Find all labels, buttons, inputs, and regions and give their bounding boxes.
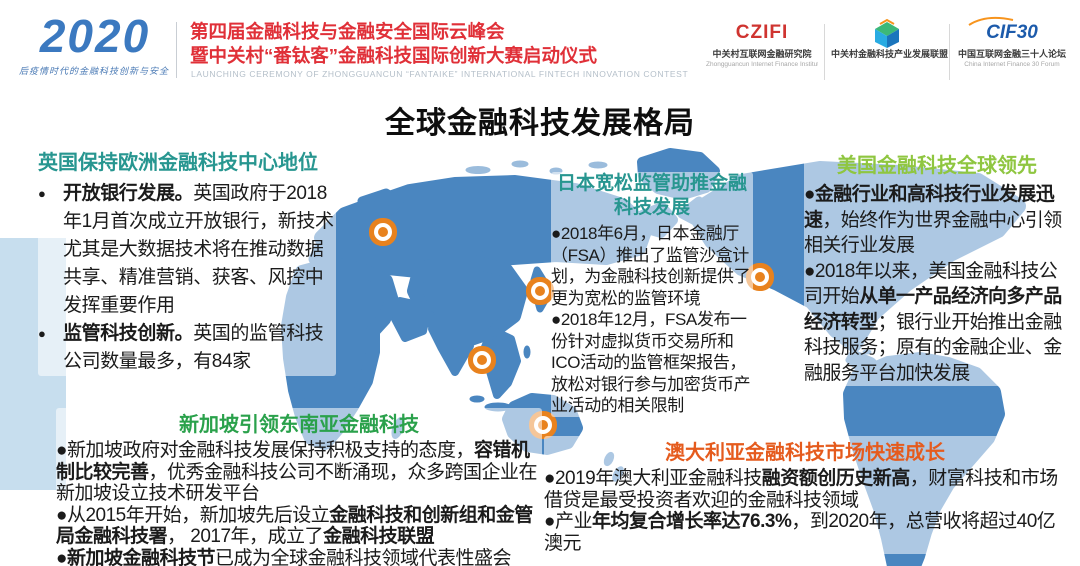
section-title: 美国金融科技全球领先 [837,155,1037,177]
section-bullets: ●金融行业和高科技行业发展迅速，始终作为世界金融中心引领相关行业发展 ●2018年… [804,182,1070,386]
logo-separator [824,24,825,80]
header-tagline: 后疫情时代的金融科技创新与安全 [18,66,169,76]
cif30-swoosh-icon [968,16,1014,26]
bullet-item: ●新加坡政府对金融科技发展保持积极支持的态度，容错机制比较完善，优秀金融科技公司… [56,440,538,504]
czifi-en-label: Zhongguancun Internet Finance Institute [706,61,818,68]
map-marker-japan [535,286,545,296]
bullet-item: ● 监管科技创新。英国的监管科技公司数量最多，有84家 [38,320,336,376]
bullet-marker: ● [38,326,46,341]
section-bullets: ●新加坡政府对金融科技发展保持积极支持的态度，容错机制比较完善，优秀金融科技公司… [56,440,542,566]
page-title: 全球金融科技发展格局 [385,107,695,140]
section-usa: 美国金融科技全球领先 ●金融行业和高科技行业发展迅速，始终作为世界金融中心引领相… [804,149,1070,386]
bullet-item: ●2019年澳大利亚金融科技融资额创历史新高，财富科技和市场借贷是最受投资者欢迎… [544,468,1058,511]
logo-cif30: CIF30 中国互联网金融三十人论坛 China Internet Financ… [952,16,1072,86]
cif30-cn-label: 中国互联网金融三十人论坛 [957,49,1066,59]
cif30-en-label: China Internet Finance 30 Forum [964,61,1060,68]
bullet-item: ●2018年以来，美国金融科技公司开始从单一产品经济向多产品经济转型；银行业开始… [804,260,1062,384]
event-title-line2: 暨中关村“番钛客”金融科技国际创新大赛启动仪式 [190,45,598,66]
section-singapore: 新加坡引领东南亚金融科技 ●新加坡政府对金融科技发展保持积极支持的态度，容错机制… [56,408,542,566]
map-arctic-islands [465,160,608,175]
partner-logos: CZIFI 中关村互联网金融研究院 Zhongguancun Internet … [702,16,1072,86]
czifi-logo-text: CZIFI [735,22,789,43]
section-title: 澳大利亚金融科技市场快速成长 [665,442,945,464]
header-divider [176,22,177,78]
map-india [428,313,474,376]
event-title-line1: 第四届金融科技与金融安全国际云峰会 [190,21,505,42]
bullet-item: ●新加坡金融科技节已成为全球金融科技领域代表性盛会 [56,547,512,566]
map-marker-uk [378,227,388,237]
logo-separator [949,24,950,80]
bullet-item: ●2018年12月，FSA发布一份针对虚拟货币交易所和ICO活动的监管框架报告，… [551,310,751,415]
map-arabia [390,297,432,342]
section-uk: 英国保持欧洲金融科技中心地位 ● 开放银行发展。英国政府于2018年1月首次成立开… [38,146,336,376]
alliance-cn-label: 中关村金融科技产业发展联盟 [831,49,949,59]
header: 2020 后疫情时代的金融科技创新与安全 第四届金融科技与金融安全国际云峰会 暨… [0,0,1080,96]
section-title: 英国保持欧洲金融科技中心地位 [38,152,318,174]
czifi-cn-label: 中关村互联网金融研究院 [712,49,812,59]
map-marker-usa [755,272,765,282]
section-bullets: ●2019年澳大利亚金融科技融资额创历史新高，财富科技和市场借贷是最受投资者欢迎… [544,468,1066,554]
event-subtitle-english: LAUNCHING CEREMONY OF ZHONGGUANCUN “FANT… [191,69,689,79]
cube-logo-icon [831,18,943,48]
map-marker-singapore [477,355,487,365]
map-indonesia-4 [469,395,485,403]
year-2020-logo: 2020 [39,10,151,62]
bullet-item: ●产业年均复合增长率达76.3%，到2020年，总营收将超过40亿澳元 [544,511,1056,554]
map-scandinavia [357,188,404,218]
cif30-logo-text: CIF30 [956,16,1068,48]
section-bullets: ● 开放银行发展。英国政府于2018年1月首次成立开放银行，新技术尤其是大数据技术… [38,180,336,376]
section-bullets: ●2018年6月，日本金融厅（FSA）推出了监管沙盒计划，为金融科技创新提供了更… [551,223,753,417]
section-title: 日本宽松监管助推金融 科技发展 [556,173,747,218]
map-se-asia [481,326,521,399]
map-uk-island [355,211,367,231]
section-japan: 日本宽松监管助推金融 科技发展 ●2018年6月，日本金融厅（FSA）推出了监管沙… [551,172,753,417]
bullet-item: ● 开放银行发展。英国政府于2018年1月首次成立开放银行，新技术尤其是大数据技术… [38,180,336,320]
bullet-item: ●金融行业和高科技行业发展迅速，始终作为世界金融中心引领相关行业发展 [804,184,1062,256]
bullet-item: ●2018年6月，日本金融厅（FSA）推出了监管沙盒计划，为金融科技创新提供了更… [551,224,751,308]
logo-fintech-alliance: 中关村金融科技产业发展联盟 [827,18,949,86]
bullet-item: ●从2015年开始，新加坡先后设立金融科技和创新组和金管局金融科技署， 2017… [56,504,533,548]
event-title: 第四届金融科技与金融安全国际云峰会 暨中关村“番钛客”金融科技国际创新大赛启动仪… [190,20,750,68]
section-australia: 澳大利亚金融科技市场快速成长 ●2019年澳大利亚金融科技融资额创历史新高，财富… [544,436,1066,554]
section-title: 新加坡引领东南亚金融科技 [179,414,419,436]
map-philippines [523,345,531,359]
bullet-marker: ● [38,186,46,201]
logo-czifi: CZIFI 中关村互联网金融研究院 Zhongguancun Internet … [702,18,822,86]
map-marker-australia [538,420,548,430]
